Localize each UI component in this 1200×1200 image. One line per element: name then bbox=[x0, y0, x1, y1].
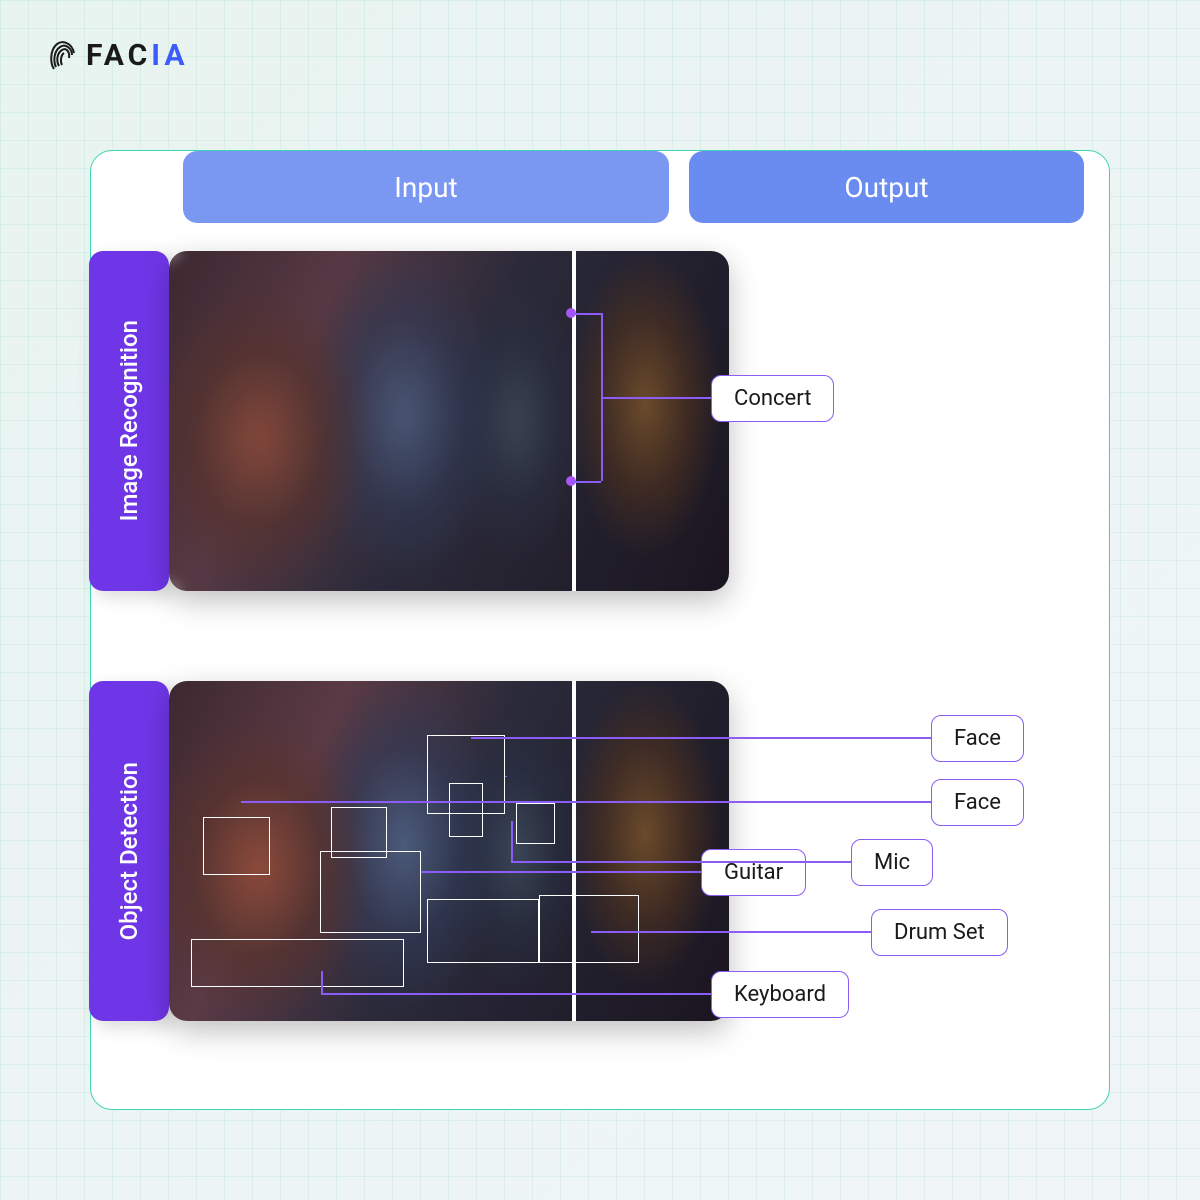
bracket-line bbox=[571, 481, 601, 483]
side-tab-detection: Object Detection bbox=[89, 681, 169, 1021]
side-tab-recognition: Image Recognition bbox=[89, 251, 169, 591]
input-image-recognition bbox=[169, 251, 729, 591]
output-label-drumset: Drum Set bbox=[871, 909, 1008, 956]
brand-text-part2: IA bbox=[151, 38, 188, 73]
header-input-label: Input bbox=[394, 171, 457, 204]
bbox-mic bbox=[449, 783, 483, 837]
sharp-separator bbox=[572, 681, 576, 1021]
header-input: Input bbox=[183, 151, 669, 223]
bbox-face-left bbox=[203, 817, 270, 875]
blur-overlay bbox=[169, 251, 572, 591]
sharp-separator bbox=[572, 251, 576, 591]
input-image-detection bbox=[169, 681, 729, 1021]
header-output-label: Output bbox=[844, 171, 928, 204]
connector-line bbox=[321, 971, 323, 993]
connector-line bbox=[505, 776, 507, 777]
side-tab-detection-label: Object Detection bbox=[115, 762, 143, 940]
bbox-face-back bbox=[516, 803, 555, 844]
output-label-face: Face bbox=[931, 715, 1024, 762]
header-output: Output bbox=[689, 151, 1084, 223]
fingerprint-icon bbox=[48, 39, 76, 73]
output-label-concert: Concert bbox=[711, 375, 834, 422]
brand-text-part1: FAC bbox=[86, 38, 151, 73]
brand-logo: FACIA bbox=[48, 38, 188, 73]
connector-line bbox=[321, 993, 711, 995]
bbox-guitar-mid bbox=[427, 899, 539, 964]
connector-line bbox=[241, 801, 931, 803]
bbox-guitar-left bbox=[320, 851, 421, 933]
bracket-line bbox=[571, 313, 601, 315]
connector-line bbox=[421, 871, 701, 873]
side-tab-recognition-label: Image Recognition bbox=[115, 320, 143, 521]
connector-line bbox=[511, 821, 513, 861]
bbox-drums bbox=[539, 895, 640, 963]
connector-line bbox=[601, 397, 711, 399]
output-label-keyboard: Keyboard bbox=[711, 971, 849, 1018]
output-label-guitar: Guitar bbox=[701, 849, 806, 896]
bbox-keyboard bbox=[191, 939, 404, 987]
diagram-card: Input Output Image Recognition Concert O… bbox=[90, 150, 1110, 1110]
output-label-mic: Mic bbox=[851, 839, 933, 886]
connector-line bbox=[471, 737, 931, 739]
connector-line bbox=[591, 931, 871, 933]
output-label-face: Face bbox=[931, 779, 1024, 826]
connector-line bbox=[511, 861, 851, 863]
